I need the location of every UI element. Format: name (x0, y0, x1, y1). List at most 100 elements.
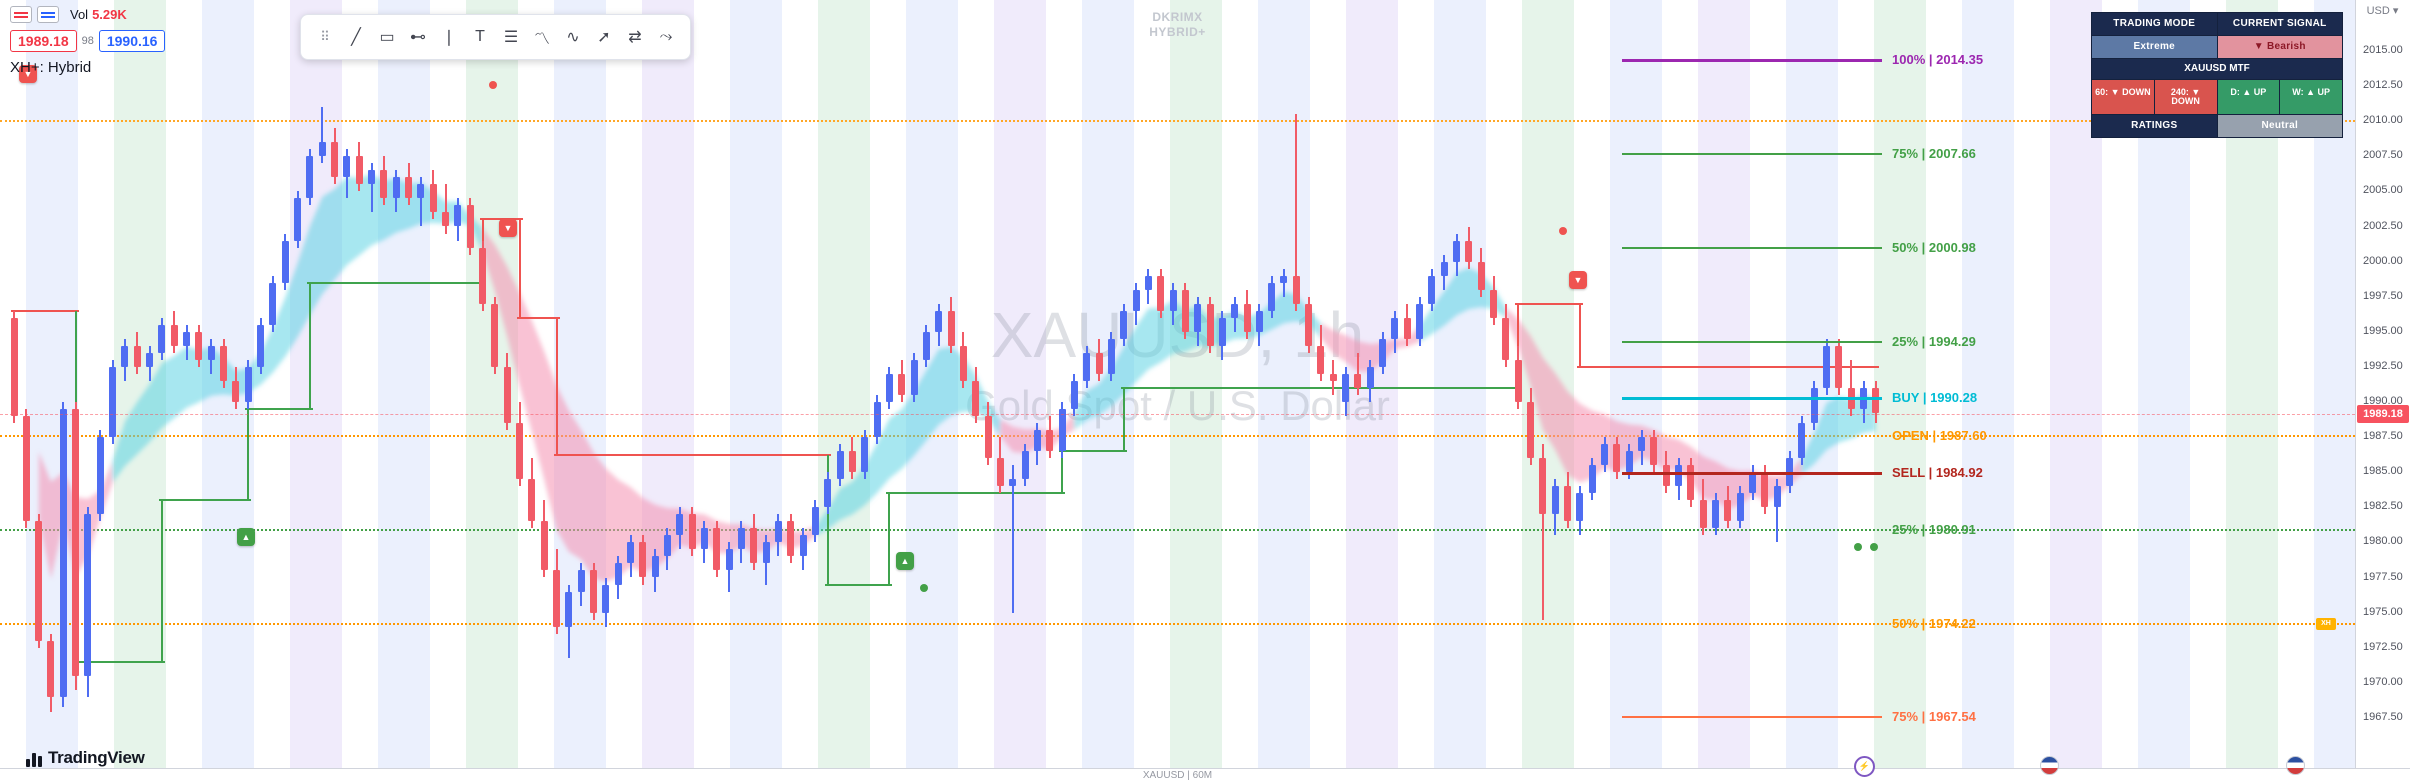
rectangle-icon[interactable]: ▭ (379, 29, 395, 46)
candle (1699, 500, 1707, 529)
zigzag-icon[interactable]: 〽 (533, 31, 550, 48)
candle (1317, 345, 1325, 374)
candle (811, 507, 819, 536)
candle (1761, 472, 1769, 508)
level-label[interactable]: 50% | 1974.22 (1892, 615, 1976, 631)
candle (947, 310, 955, 346)
axis-tick: 1977.50 (2363, 570, 2403, 583)
horizontal-ray-icon[interactable]: ⊷ (410, 29, 426, 46)
level-line[interactable] (1622, 58, 1882, 62)
candle (417, 184, 425, 199)
tradingview-logo[interactable]: TradingView (26, 748, 145, 768)
level-line[interactable] (1622, 716, 1882, 719)
level-label[interactable]: 75% | 1967.54 (1892, 709, 1976, 725)
level-line[interactable] (1622, 153, 1882, 156)
trail-connector (1578, 303, 1581, 367)
trail-segment (72, 660, 165, 663)
bid-price-box[interactable]: 1989.18 (10, 30, 77, 52)
trail-segment (553, 454, 831, 457)
candle (491, 303, 499, 367)
candle (281, 240, 289, 283)
candle (1712, 500, 1720, 529)
level-line[interactable] (1622, 340, 1882, 343)
level-label[interactable]: 25% | 1980.91 (1892, 521, 1976, 537)
level-label[interactable]: 25% | 1994.29 (1892, 333, 1976, 349)
current-signal-value: ▼ Bearish (2217, 36, 2342, 58)
level-line[interactable] (1622, 396, 1882, 400)
candle (306, 156, 314, 199)
candle (1009, 479, 1017, 487)
candle (725, 549, 733, 571)
drag-handle-icon[interactable]: ⠿ (320, 29, 330, 44)
level-line[interactable] (0, 528, 2355, 531)
watermark-subtitle: Gold Spot / U.S. Dollar (965, 382, 1390, 429)
candle (1490, 289, 1498, 318)
trail-segment (11, 309, 79, 312)
candle (1132, 289, 1140, 311)
candle (910, 359, 918, 395)
swap-arrows-icon[interactable]: ⇄ (628, 29, 642, 46)
text-icon[interactable]: T (475, 28, 485, 45)
candle (528, 479, 536, 522)
candle (700, 528, 708, 550)
level-line[interactable] (1622, 246, 1882, 249)
tradingview-mark-icon (26, 749, 42, 767)
economic-calendar-flag-icon[interactable] (2286, 756, 2305, 775)
axis-currency-selector[interactable]: USD ▾ (2366, 5, 2399, 17)
level-label[interactable]: 100% | 2014.35 (1892, 52, 1984, 68)
level-line[interactable] (1622, 471, 1882, 475)
axis-tick: 1982.50 (2363, 500, 2403, 513)
economic-calendar-flag-icon[interactable] (2040, 756, 2059, 775)
level-label[interactable]: 50% | 2000.98 (1892, 239, 1976, 255)
feed-name: HYBRID+ (1149, 25, 1206, 39)
forecast-icon[interactable]: ⤳ (659, 28, 673, 45)
session-band (554, 0, 606, 768)
candle (1514, 359, 1522, 402)
axis-tick: 1995.00 (2363, 324, 2403, 337)
ribbon-bearish-segment (1321, 323, 1420, 372)
trend-line-icon[interactable]: ╱ (351, 29, 361, 46)
axis-tick: 1990.00 (2363, 395, 2403, 407)
arrow-icon[interactable]: ➚ (597, 29, 611, 46)
candle (1551, 486, 1559, 515)
candle (639, 542, 647, 578)
candle (257, 324, 265, 367)
price-axis[interactable]: 2015.00 2012.50 2010.00 2007.50 2005.00 2002.… (2355, 0, 2410, 768)
ratings-label: RATINGS (2092, 115, 2217, 137)
power-event-icon[interactable]: ⚡ (1854, 756, 1875, 777)
level-label[interactable]: OPEN | 1987.60 (1892, 427, 1987, 443)
time-axis[interactable]: XAUUSD | 60M (0, 768, 2410, 783)
level-label[interactable]: SELL | 1984.92 (1892, 465, 1983, 481)
candle (885, 373, 893, 402)
candle (1070, 380, 1078, 410)
parallel-lines-icon[interactable]: ☰ (503, 29, 519, 46)
indicator-label[interactable]: XH+: Hybrid (10, 59, 92, 76)
mtf-240: 240: ▼ DOWN (2154, 80, 2217, 114)
candle (1835, 345, 1843, 388)
wave-icon[interactable]: ∿ (566, 29, 580, 46)
bullish-dot-icon (1870, 543, 1878, 551)
candle (1736, 493, 1744, 522)
ribbon-bearish-segment (482, 228, 816, 582)
candle (1255, 310, 1263, 332)
candle (146, 352, 154, 367)
candle (355, 156, 363, 185)
vertical-line-icon[interactable]: ❘ (442, 29, 456, 46)
candle (1428, 275, 1436, 304)
level-label[interactable]: 75% | 2007.66 (1892, 146, 1976, 162)
candle (984, 416, 992, 459)
candle (1391, 317, 1399, 339)
candle (1120, 310, 1128, 339)
level-line[interactable] (0, 120, 2355, 123)
candle (1564, 486, 1572, 522)
candle (405, 177, 413, 199)
ask-price-box[interactable]: 1990.16 (98, 30, 166, 52)
legend-toggle-volume-icon[interactable] (37, 6, 59, 23)
level-line[interactable] (0, 434, 2355, 437)
level-line[interactable] (0, 622, 2355, 625)
legend-toggle-main-icon[interactable] (10, 6, 32, 23)
candle (824, 479, 832, 508)
axis-tick: 1987.50 (2363, 430, 2403, 443)
trail-connector (1061, 451, 1064, 494)
level-label[interactable]: BUY | 1990.28 (1892, 390, 1978, 406)
